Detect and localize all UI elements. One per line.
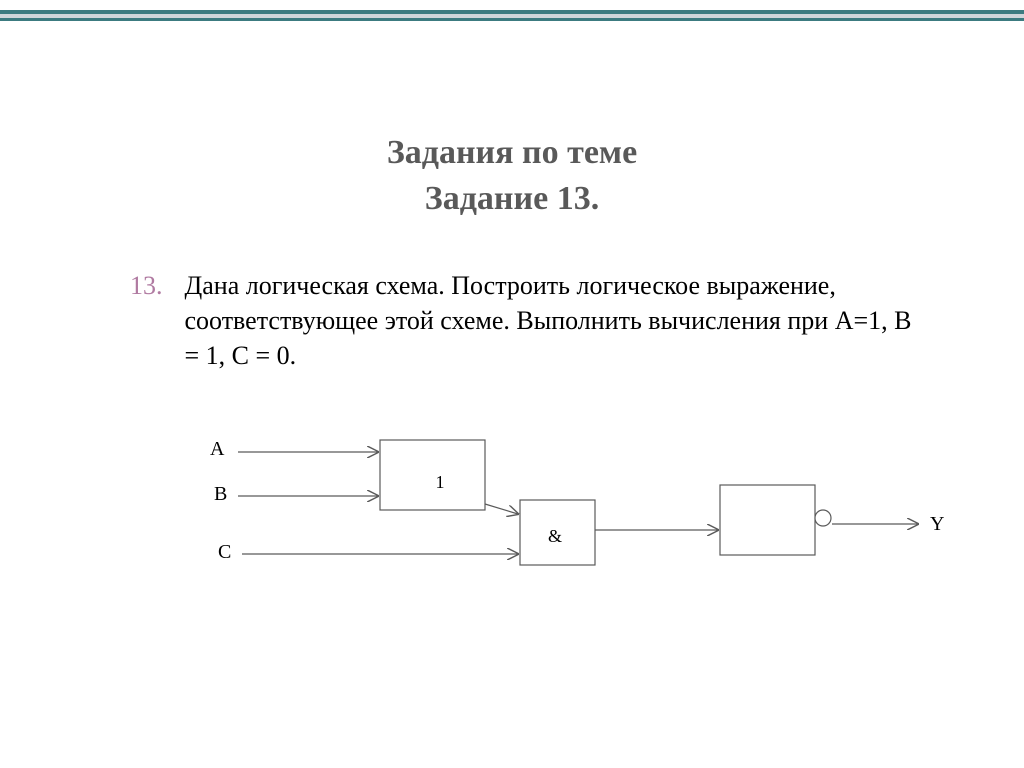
- title-line-1: Задания по теме: [387, 134, 637, 171]
- bar-3: [0, 18, 1024, 21]
- task-number: 13.: [130, 268, 178, 303]
- title-block: Задания по теме Задание 13.: [0, 130, 1024, 222]
- svg-text:A: A: [210, 438, 225, 460]
- logic-diagram: 1 & A B C Y: [190, 430, 950, 610]
- task-body: 13. Дана логическая схема. Построить лог…: [130, 268, 924, 373]
- task-description: Дана логическая схема. Построить логичес…: [185, 268, 919, 373]
- title-line-2: Задание 13.: [425, 180, 599, 217]
- decorative-top-bars: [0, 10, 1024, 21]
- svg-text:Y: Y: [930, 513, 944, 535]
- svg-text:&: &: [548, 526, 562, 546]
- slide-root: Задания по теме Задание 13. 13. Дана лог…: [0, 0, 1024, 768]
- page-title: Задания по теме Задание 13.: [0, 130, 1024, 222]
- svg-text:C: C: [218, 541, 231, 563]
- svg-text:1: 1: [436, 472, 445, 492]
- logic-diagram-svg: 1 & A B C Y: [190, 430, 950, 610]
- svg-text:B: B: [214, 483, 227, 505]
